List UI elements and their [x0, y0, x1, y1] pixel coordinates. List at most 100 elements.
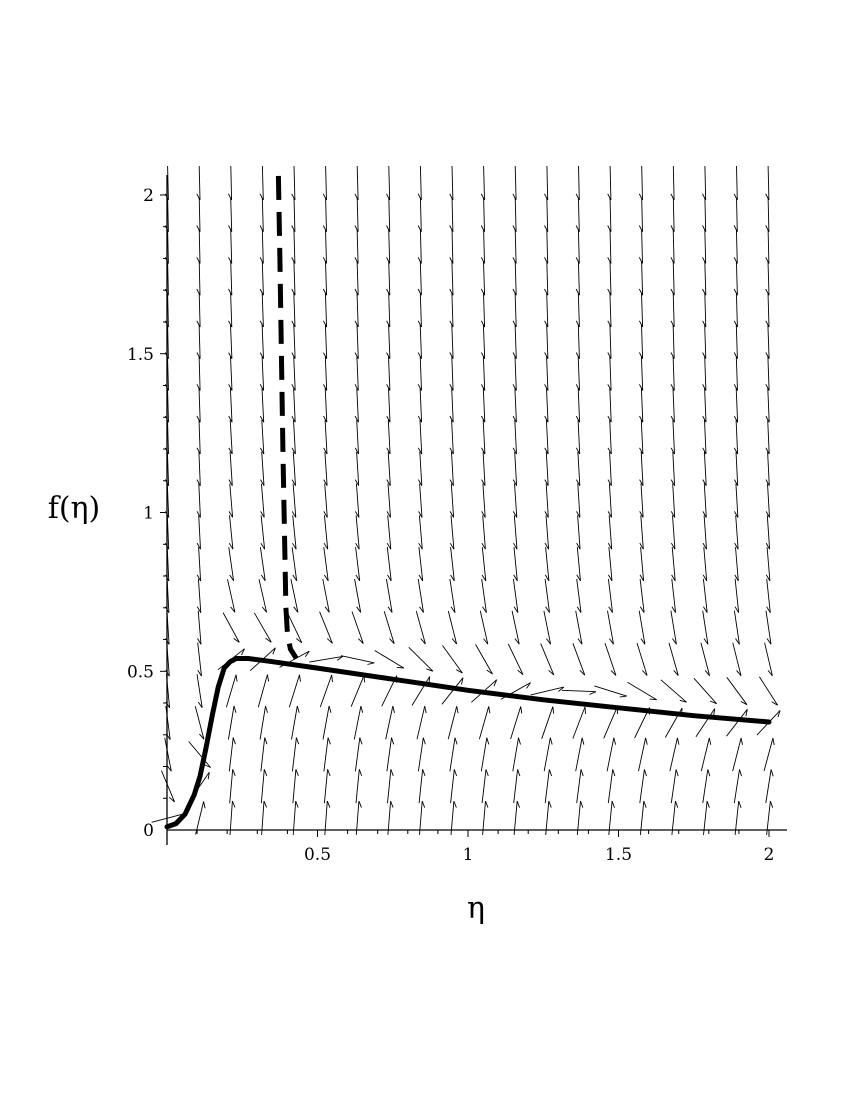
field-arrow — [385, 705, 395, 740]
field-arrow — [765, 610, 772, 645]
x-tick-label: 1.5 — [605, 845, 632, 865]
field-arrow — [703, 800, 710, 835]
field-arrow — [354, 261, 359, 296]
field-arrow — [670, 388, 675, 423]
field-arrow — [196, 324, 201, 359]
field-arrow — [603, 706, 618, 739]
field-arrow — [607, 356, 612, 391]
field-arrow — [765, 197, 770, 232]
field-arrow — [292, 800, 299, 836]
field-arrow — [695, 708, 716, 738]
field-arrow — [286, 612, 303, 644]
field-arrow — [765, 515, 771, 550]
field-arrow — [291, 261, 296, 296]
field-arrow — [196, 451, 201, 486]
field-arrow — [386, 197, 391, 232]
field-arrow — [481, 324, 486, 359]
field-arrow — [354, 451, 360, 486]
field-arrow — [638, 229, 643, 264]
field-arrow — [323, 292, 328, 328]
field-arrow — [197, 610, 202, 645]
field-arrow — [417, 229, 422, 264]
field-arrow — [639, 578, 645, 613]
field-arrow — [733, 388, 739, 423]
field-arrow — [734, 800, 742, 835]
field-arrow — [639, 388, 644, 423]
field-arrow — [259, 292, 264, 328]
field-arrow — [575, 292, 580, 328]
field-arrow — [594, 685, 627, 698]
field-arrow — [450, 769, 458, 804]
field-arrow — [408, 646, 434, 672]
field-arrow — [229, 800, 236, 836]
field-arrow — [291, 547, 298, 582]
field-arrow — [354, 292, 359, 328]
field-arrow — [354, 356, 359, 391]
field-arrow — [196, 261, 201, 296]
field-arrow — [670, 419, 675, 455]
field-arrow — [604, 642, 617, 676]
field-arrow — [700, 642, 711, 676]
field-arrow — [291, 451, 296, 486]
field-arrow — [447, 706, 459, 740]
field-arrow — [544, 261, 549, 296]
field-arrow — [576, 578, 582, 613]
field-arrow — [512, 578, 519, 613]
field-arrow — [575, 419, 581, 455]
field-arrow — [765, 229, 770, 264]
field-arrow — [449, 451, 454, 486]
field-arrow — [607, 229, 612, 264]
field-arrow — [608, 547, 613, 582]
field-arrow — [449, 261, 454, 296]
field-arrow — [449, 515, 455, 550]
field-arrow — [418, 769, 426, 804]
field-arrow — [512, 451, 518, 486]
field-arrow — [639, 483, 644, 518]
field-arrow — [671, 547, 676, 582]
dashed-solution-curve — [275, 175, 299, 660]
field-arrow — [260, 515, 266, 550]
field-arrow — [607, 292, 612, 328]
field-arrow — [292, 515, 297, 550]
field-arrow — [228, 388, 233, 423]
field-arrow — [259, 197, 264, 232]
field-arrow — [765, 292, 770, 328]
field-arrow — [575, 324, 580, 359]
field-arrow — [449, 324, 454, 359]
field-arrow — [196, 292, 201, 328]
field-arrow — [323, 515, 329, 550]
field-arrow — [702, 197, 707, 232]
field-arrow — [418, 515, 423, 550]
field-arrow — [355, 515, 360, 550]
field-arrow — [575, 197, 580, 232]
field-arrow — [260, 483, 265, 518]
field-arrow — [481, 547, 487, 582]
field-arrow — [259, 229, 264, 264]
field-arrow — [228, 165, 233, 201]
field-arrow — [354, 578, 362, 613]
field-arrow — [734, 547, 739, 582]
field-arrow — [576, 547, 581, 582]
field-arrow — [480, 737, 490, 772]
field-arrow — [540, 643, 555, 676]
field-arrow — [417, 197, 422, 232]
field-arrow — [417, 356, 422, 391]
field-arrow — [512, 324, 517, 359]
field-arrow — [253, 612, 272, 643]
field-arrow — [449, 483, 455, 518]
field-arrow — [323, 769, 331, 804]
field-arrow — [353, 705, 364, 740]
field-arrow — [660, 679, 687, 703]
field-arrow — [759, 676, 778, 706]
field-arrow — [418, 483, 423, 518]
field-arrow — [671, 515, 676, 550]
field-arrow — [530, 686, 565, 696]
field-arrow — [481, 515, 486, 550]
field-arrow — [544, 324, 549, 359]
field-arrow — [507, 643, 524, 675]
field-arrow — [606, 737, 617, 772]
field-arrow — [228, 197, 233, 232]
field-arrow — [386, 356, 391, 391]
field-arrow — [259, 324, 264, 359]
field-arrow — [512, 165, 517, 201]
